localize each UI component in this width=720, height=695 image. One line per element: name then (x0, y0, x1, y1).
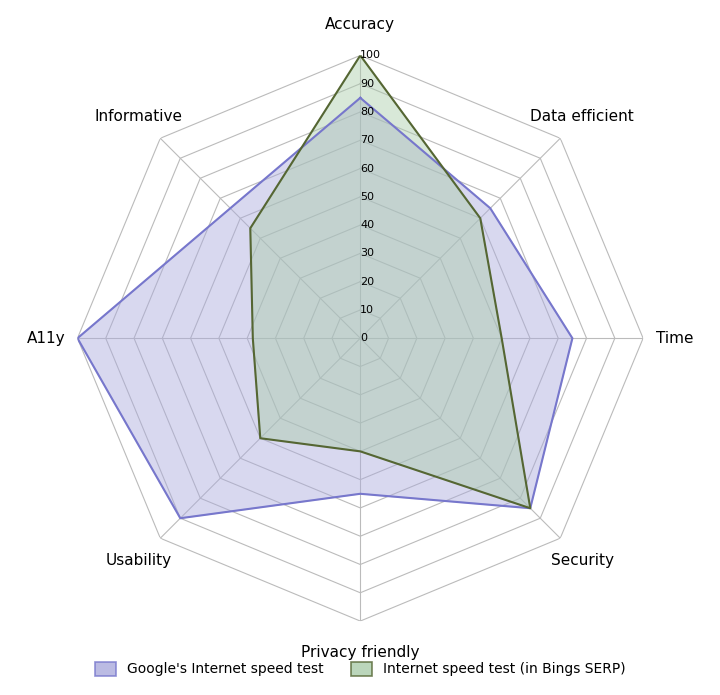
Text: 50: 50 (360, 192, 374, 202)
Text: 0: 0 (360, 333, 367, 343)
Text: 60: 60 (360, 163, 374, 174)
Text: 10: 10 (360, 305, 374, 315)
Polygon shape (78, 98, 572, 518)
Text: 20: 20 (360, 277, 374, 286)
Polygon shape (251, 56, 530, 508)
Text: 40: 40 (360, 220, 374, 230)
Text: 30: 30 (360, 248, 374, 259)
Text: 100: 100 (360, 51, 382, 60)
Text: 90: 90 (360, 79, 374, 89)
Text: 70: 70 (360, 136, 374, 145)
Legend: Google's Internet speed test, Internet speed test (in Bings SERP): Google's Internet speed test, Internet s… (89, 656, 631, 682)
Text: 80: 80 (360, 107, 374, 117)
